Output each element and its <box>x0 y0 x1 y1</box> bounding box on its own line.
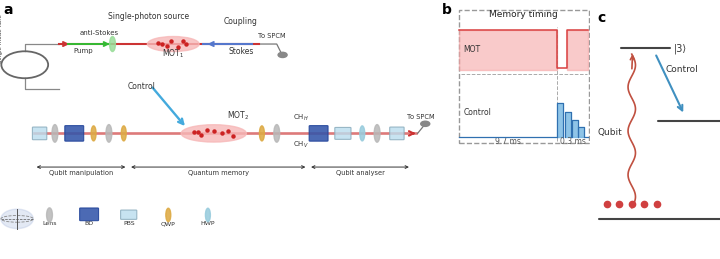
Text: Single-photon source: Single-photon source <box>108 12 189 21</box>
Text: Stokes: Stokes <box>228 47 253 56</box>
Text: c: c <box>598 11 606 25</box>
Ellipse shape <box>52 125 58 142</box>
FancyBboxPatch shape <box>121 210 137 219</box>
Text: Qubit: Qubit <box>598 128 623 137</box>
FancyBboxPatch shape <box>335 127 351 139</box>
Text: |3⟩: |3⟩ <box>674 43 687 54</box>
Circle shape <box>420 121 430 126</box>
Text: CH$_H$: CH$_H$ <box>293 113 308 123</box>
Text: CH$_V$: CH$_V$ <box>292 140 309 150</box>
Text: QWP: QWP <box>161 221 176 226</box>
Ellipse shape <box>121 126 126 141</box>
Ellipse shape <box>106 125 112 142</box>
Ellipse shape <box>91 126 96 141</box>
Ellipse shape <box>360 126 365 141</box>
Text: To SPCM: To SPCM <box>258 33 286 39</box>
Text: MOT$_2$: MOT$_2$ <box>228 110 250 122</box>
Ellipse shape <box>1 209 33 228</box>
FancyBboxPatch shape <box>309 126 328 141</box>
Ellipse shape <box>205 208 210 222</box>
Text: To SPCM: To SPCM <box>407 114 435 120</box>
Text: HWP: HWP <box>201 221 215 226</box>
Text: MOT$_1$: MOT$_1$ <box>162 47 184 60</box>
Circle shape <box>278 52 287 57</box>
Ellipse shape <box>374 125 380 142</box>
Text: PBS: PBS <box>123 221 135 226</box>
Text: Qubit analyser: Qubit analyser <box>336 170 384 176</box>
Ellipse shape <box>259 126 264 141</box>
Text: 0.3 ms: 0.3 ms <box>559 137 585 146</box>
Text: Control: Control <box>128 82 156 91</box>
FancyBboxPatch shape <box>390 127 404 140</box>
Text: BD: BD <box>84 221 94 226</box>
Ellipse shape <box>181 125 246 142</box>
Text: Coupling: Coupling <box>224 17 258 26</box>
Text: a: a <box>4 3 13 17</box>
Text: Memory timing: Memory timing <box>490 10 558 19</box>
Text: Single-mode fibre: Single-mode fibre <box>0 15 4 63</box>
FancyBboxPatch shape <box>32 127 47 140</box>
Ellipse shape <box>109 37 115 52</box>
Text: MOT: MOT <box>463 45 480 54</box>
Text: Qubit manipulation: Qubit manipulation <box>49 170 113 176</box>
Text: Control: Control <box>666 64 698 74</box>
Text: Control: Control <box>463 107 491 117</box>
Text: Pump: Pump <box>73 48 93 54</box>
Ellipse shape <box>148 37 199 52</box>
FancyBboxPatch shape <box>65 126 84 141</box>
Text: Quantum memory: Quantum memory <box>188 170 248 176</box>
Text: anti-Stokes: anti-Stokes <box>79 30 119 36</box>
Text: Lens: Lens <box>42 221 57 226</box>
Ellipse shape <box>274 125 279 142</box>
FancyBboxPatch shape <box>80 208 99 221</box>
Ellipse shape <box>166 208 171 222</box>
Ellipse shape <box>47 208 53 222</box>
Text: 9.7 ms: 9.7 ms <box>495 137 521 146</box>
Text: b: b <box>442 3 452 17</box>
